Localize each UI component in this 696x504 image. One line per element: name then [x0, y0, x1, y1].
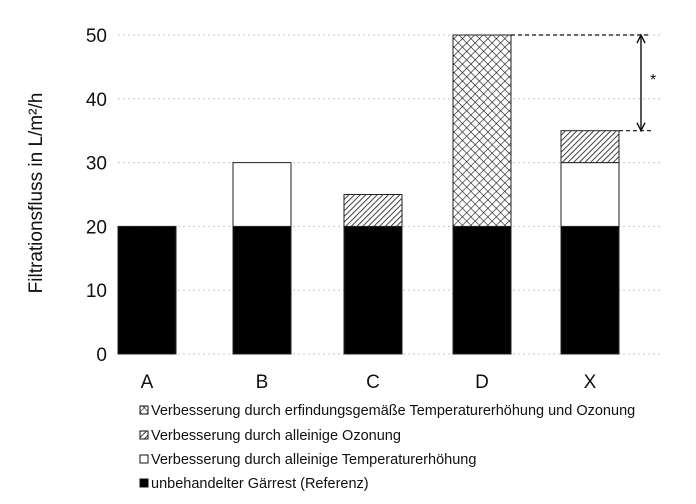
legend-label: unbehandelter Gärrest (Referenz) — [151, 476, 369, 492]
bar-segment — [343, 194, 403, 227]
legend-label: Verbesserung durch alleinige Ozonung — [151, 428, 401, 444]
legend-swatch — [139, 405, 149, 415]
bar-segment — [560, 225, 620, 355]
legend-swatch — [139, 478, 149, 488]
bars — [117, 34, 620, 355]
y-tick-label: 50 — [86, 26, 107, 47]
bar-segment — [117, 225, 177, 355]
arrowhead-down — [636, 122, 646, 133]
bar-segment — [232, 162, 292, 227]
significance-mark: * — [650, 72, 656, 89]
bar-segment — [452, 225, 512, 355]
x-tick-label: X — [584, 372, 597, 393]
legend-label: Verbesserung durch alleinige Temperature… — [151, 452, 476, 468]
y-tick-label: 10 — [86, 281, 107, 302]
bar-segment — [232, 225, 292, 355]
legend-swatch — [139, 454, 149, 464]
bar-segment — [452, 34, 512, 227]
legend-label: Verbesserung durch erfindungsgemäße Temp… — [151, 403, 635, 419]
legend: Verbesserung durch erfindungsgemäße Temp… — [139, 403, 635, 492]
bar-segment — [560, 162, 620, 227]
x-tick-label: D — [475, 372, 489, 393]
annotation-bracket: * — [511, 33, 656, 133]
legend-swatch — [139, 430, 149, 440]
x-tick-label: C — [366, 372, 380, 393]
y-tick-label: 30 — [86, 154, 107, 175]
y-tick-label: 20 — [86, 217, 107, 238]
arrowhead-up — [636, 33, 646, 44]
x-tick-label: A — [141, 372, 154, 393]
bar-segment — [560, 130, 620, 164]
x-tick-label: B — [256, 372, 269, 393]
y-tick-label: 40 — [86, 90, 107, 111]
y-axis-label: Filtrationsfluss in L/m²/h — [26, 93, 47, 294]
y-axis-ticks: 0 10 20 30 40 50 — [86, 26, 107, 366]
y-tick-label: 0 — [96, 345, 107, 366]
bar-segment — [343, 225, 403, 355]
